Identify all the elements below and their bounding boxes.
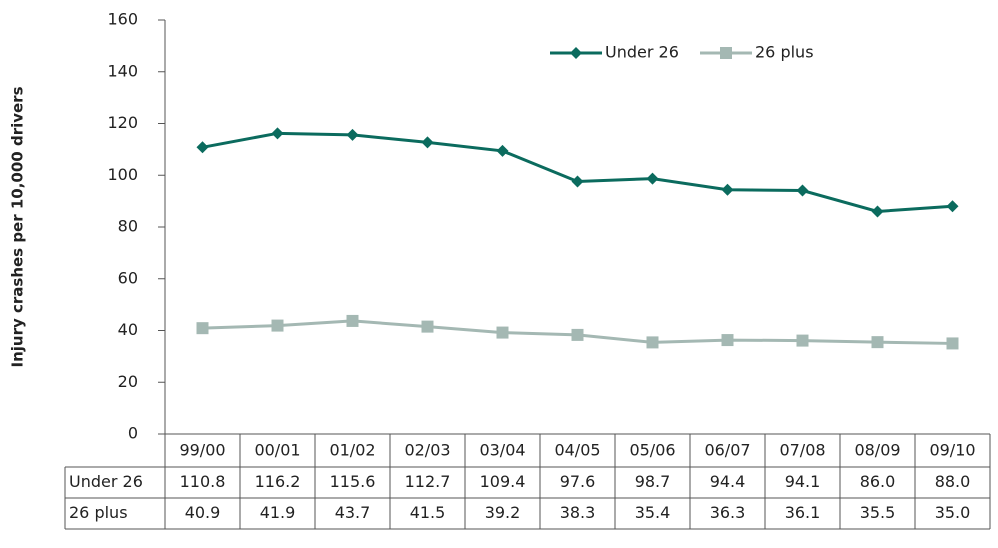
point — [196, 322, 209, 335]
y-tick-label: 20 — [118, 372, 138, 391]
series-line — [202, 131, 953, 213]
point — [496, 144, 509, 157]
point — [796, 184, 809, 197]
x-tick-label: 04/05 — [554, 441, 600, 460]
table-cell: 88.0 — [935, 472, 971, 491]
table-row-label: 26 plus — [69, 503, 128, 522]
point — [646, 172, 659, 185]
table-cell: 36.3 — [710, 503, 746, 522]
table-cell: 115.6 — [330, 472, 376, 491]
x-tick-label: 02/03 — [404, 441, 450, 460]
table-cell: 94.1 — [785, 472, 821, 491]
table-cell: 43.7 — [335, 503, 371, 522]
point — [646, 336, 659, 349]
table-cell: 94.4 — [710, 472, 746, 491]
table-cell: 109.4 — [480, 472, 526, 491]
table-cell: 110.8 — [180, 472, 226, 491]
table-cell: 40.9 — [185, 503, 221, 522]
table-cell: 86.0 — [860, 472, 896, 491]
x-tick-label: 00/01 — [254, 441, 300, 460]
table-row-label: Under 26 — [69, 472, 143, 491]
y-axis-label: Injury crashes per 10,000 drivers — [9, 86, 27, 367]
legend-label: 26 plus — [755, 43, 814, 62]
table-cell: 41.9 — [260, 503, 296, 522]
point — [571, 175, 584, 188]
point — [946, 337, 959, 350]
table-cell: 112.7 — [405, 472, 451, 491]
y-tick-label: 160 — [107, 10, 138, 29]
legend-marker — [570, 47, 582, 59]
legend-label: Under 26 — [605, 43, 679, 62]
y-tick-label: 80 — [118, 217, 138, 236]
table-cell: 41.5 — [410, 503, 446, 522]
y-tick-label: 100 — [107, 165, 138, 184]
point — [946, 200, 959, 213]
table-cell: 38.3 — [560, 503, 596, 522]
x-tick-label: 03/04 — [479, 441, 525, 460]
point — [571, 328, 584, 341]
table-cell: 35.0 — [935, 503, 971, 522]
x-tick-label: 08/09 — [854, 441, 900, 460]
x-tick-label: 06/07 — [704, 441, 750, 460]
point — [421, 136, 434, 149]
y-tick-label: 140 — [107, 61, 138, 80]
x-tick-label: 99/00 — [179, 441, 225, 460]
point — [346, 128, 359, 141]
point — [196, 141, 209, 154]
table-cell: 39.2 — [485, 503, 521, 522]
point — [496, 326, 509, 339]
y-tick-label: 0 — [128, 424, 138, 443]
point — [271, 127, 284, 140]
point — [271, 319, 284, 332]
x-tick-label: 09/10 — [929, 441, 975, 460]
x-tick-label: 05/06 — [629, 441, 675, 460]
table-cell: 98.7 — [635, 472, 671, 491]
point — [871, 205, 884, 218]
y-tick-label: 120 — [107, 113, 138, 132]
x-tick-label: 01/02 — [329, 441, 375, 460]
point — [721, 334, 734, 347]
table-cell: 116.2 — [255, 472, 301, 491]
legend-marker — [720, 47, 732, 59]
point — [796, 334, 809, 347]
point — [721, 183, 734, 196]
table-cell: 97.6 — [560, 472, 596, 491]
point — [346, 314, 359, 327]
x-tick-label: 07/08 — [779, 441, 825, 460]
table-cell: 35.5 — [860, 503, 896, 522]
y-tick-label: 60 — [118, 268, 138, 287]
table-cell: 36.1 — [785, 503, 821, 522]
y-tick-label: 40 — [118, 320, 138, 339]
point — [871, 336, 884, 349]
table-cell: 35.4 — [635, 503, 671, 522]
point — [421, 320, 434, 333]
